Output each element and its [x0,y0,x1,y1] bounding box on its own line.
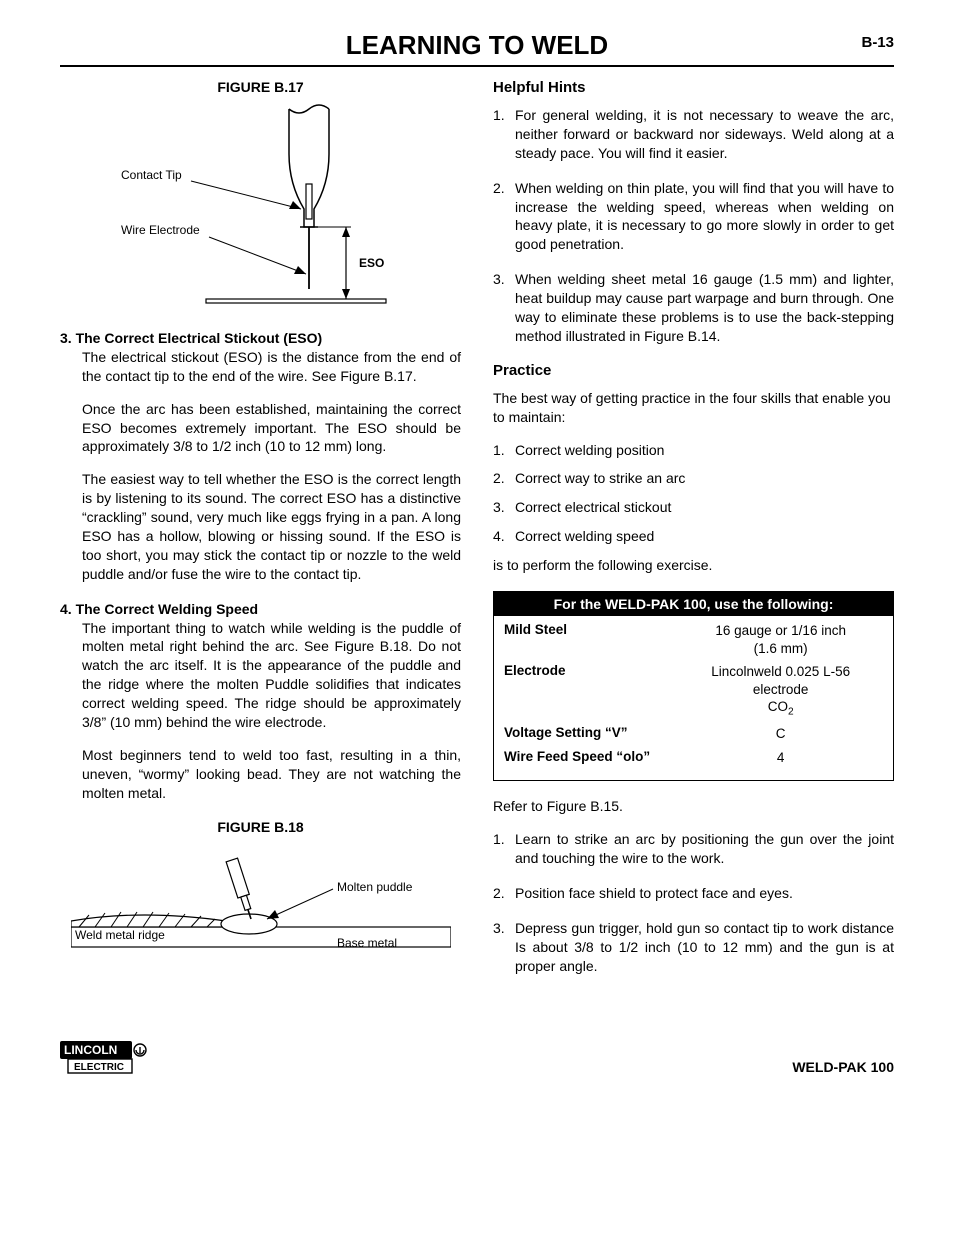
hint-item: 2.When welding on thin plate, you will f… [493,179,894,255]
step-item: 3.Depress gun trigger, hold gun so conta… [493,919,894,976]
table-row: Mild Steel16 gauge or 1/16 inch(1.6 mm) [504,622,883,657]
contact-tip-label: Contact Tip [121,168,182,182]
lincoln-logo-icon: LINCOLN ELECTRIC [60,1041,150,1075]
practice-item: 2.Correct way to strike an arc [493,469,894,488]
practice-item: 1.Correct welding position [493,441,894,460]
figure-b18: FIGURE B.18 [60,819,461,969]
table-row: Voltage Setting “V”C [504,725,883,743]
weld-metal-ridge-label: Weld metal ridge [75,928,165,942]
footer-product: WELD-PAK 100 [792,1059,894,1075]
figure-b17-title: FIGURE B.17 [60,79,461,95]
helpful-hints-head: Helpful Hints [493,79,894,96]
practice-item: 4.Correct welding speed [493,527,894,546]
item-4-p2: Most beginners tend to weld too fast, re… [60,746,461,803]
content-columns: FIGURE B.17 ESO [60,79,894,991]
steps-list: 1.Learn to strike an arc by positioning … [493,830,894,975]
figure-b17: FIGURE B.17 ESO [60,79,461,329]
page-footer: LINCOLN ELECTRIC WELD-PAK 100 [60,1041,894,1075]
svg-text:ELECTRIC: ELECTRIC [74,1062,124,1073]
base-metal-label: Base metal [337,936,397,950]
molten-puddle-label: Molten puddle [337,880,413,894]
item-3-p3: The easiest way to tell whether the ESO … [60,470,461,583]
page-number: B-13 [861,34,894,51]
step-item: 1.Learn to strike an arc by positioning … [493,830,894,868]
practice-outro: is to perform the following exercise. [493,556,894,575]
settings-table: For the WELD-PAK 100, use the following:… [493,591,894,781]
table-row: ElectrodeLincolnweld 0.025 L-56electrode… [504,663,883,719]
item-3: 3. The Correct Electrical Stickout (ESO)… [60,329,461,584]
practice-list: 1.Correct welding position 2.Correct way … [493,441,894,547]
item-4-p1: The important thing to watch while weldi… [60,619,461,732]
eso-label: ESO [359,256,384,270]
settings-table-body: Mild Steel16 gauge or 1/16 inch(1.6 mm) E… [494,616,893,780]
refer-text: Refer to Figure B.15. [493,797,894,816]
item-3-head: 3. The Correct Electrical Stickout (ESO) [60,329,461,348]
practice-intro: The best way of getting practice in the … [493,389,894,427]
figure-b18-title: FIGURE B.18 [60,819,461,835]
hint-item: 1.For general welding, it is not necessa… [493,106,894,163]
hint-item: 3.When welding sheet metal 16 gauge (1.5… [493,270,894,346]
item-4: 4. The Correct Welding Speed The importa… [60,600,461,803]
figure-b18-svg: Molten puddle Base metal Weld metal ridg… [71,839,451,969]
hints-list: 1.For general welding, it is not necessa… [493,106,894,346]
table-row: Wire Feed Speed “olo”4 [504,749,883,767]
settings-table-title: For the WELD-PAK 100, use the following: [494,592,893,616]
item-3-p2: Once the arc has been established, maint… [60,400,461,457]
item-4-head: 4. The Correct Welding Speed [60,600,461,619]
page-header: LEARNING TO WELD B-13 [60,30,894,67]
practice-head: Practice [493,362,894,379]
right-column: Helpful Hints 1.For general welding, it … [493,79,894,991]
svg-text:LINCOLN: LINCOLN [64,1043,117,1057]
item-3-p1: The electrical stickout (ESO) is the dis… [60,348,461,386]
wire-electrode-label: Wire Electrode [121,223,200,237]
practice-item: 3.Correct electrical stickout [493,498,894,517]
left-column: FIGURE B.17 ESO [60,79,461,991]
brand-logo: LINCOLN ELECTRIC [60,1041,150,1075]
figure-b17-svg: ESO Contact Tip Wire Electrode [111,99,411,329]
page-title: LEARNING TO WELD [346,30,608,61]
step-item: 2.Position face shield to protect face a… [493,884,894,903]
